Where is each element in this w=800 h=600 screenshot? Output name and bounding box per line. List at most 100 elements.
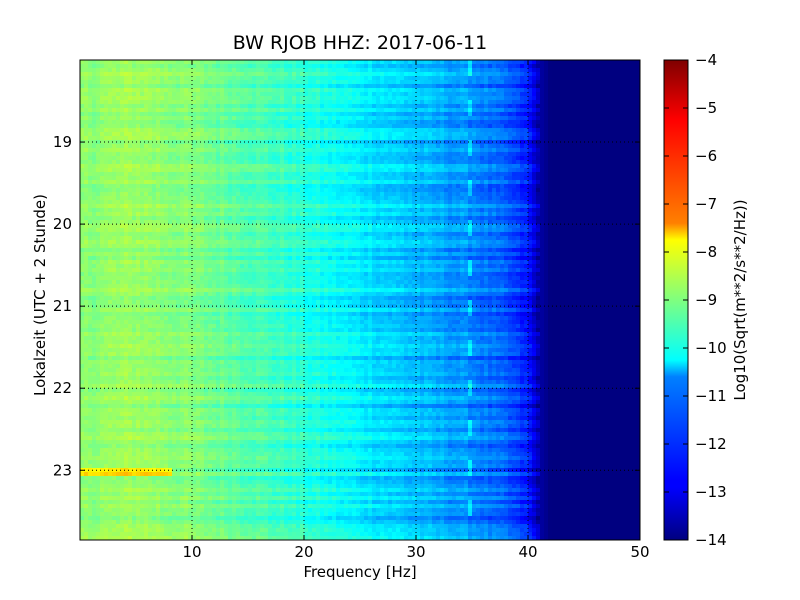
heatmap-cell bbox=[536, 140, 541, 145]
heatmap-cell bbox=[556, 168, 561, 173]
heatmap-cell bbox=[364, 168, 369, 173]
heatmap-cell bbox=[580, 112, 585, 117]
heatmap-cell bbox=[440, 88, 445, 93]
heatmap-cell bbox=[88, 68, 93, 73]
heatmap-cell bbox=[132, 140, 137, 145]
heatmap-cell bbox=[100, 68, 105, 73]
heatmap-cell bbox=[292, 156, 297, 161]
heatmap-cell bbox=[348, 168, 353, 173]
heatmap-cell bbox=[520, 156, 525, 161]
heatmap-cell bbox=[428, 168, 433, 173]
heatmap-cell bbox=[564, 72, 569, 77]
heatmap-cell bbox=[584, 116, 589, 121]
heatmap-cell bbox=[624, 104, 629, 109]
heatmap-cell bbox=[504, 184, 509, 189]
heatmap-cell bbox=[276, 144, 281, 149]
heatmap-cell bbox=[488, 60, 493, 65]
heatmap-cell bbox=[620, 80, 625, 85]
heatmap-cell bbox=[140, 84, 145, 89]
heatmap-cell bbox=[404, 76, 409, 81]
heatmap-cell bbox=[336, 172, 341, 177]
heatmap-cell bbox=[628, 68, 633, 73]
heatmap-cell bbox=[184, 188, 189, 193]
heatmap-cell bbox=[380, 68, 385, 73]
heatmap-cell bbox=[300, 72, 305, 77]
heatmap-cell bbox=[408, 164, 413, 169]
heatmap-cell bbox=[148, 184, 153, 189]
heatmap-cell bbox=[284, 80, 289, 85]
heatmap-cell bbox=[96, 156, 101, 161]
heatmap-cell bbox=[372, 136, 377, 141]
heatmap-cell bbox=[88, 112, 93, 117]
heatmap-cell bbox=[444, 100, 449, 105]
heatmap-cell bbox=[304, 168, 309, 173]
heatmap-cell bbox=[468, 108, 473, 113]
heatmap-cell bbox=[612, 60, 617, 65]
heatmap-cell bbox=[424, 196, 429, 201]
heatmap-cell bbox=[300, 148, 305, 153]
heatmap-cell bbox=[268, 184, 273, 189]
heatmap-cell bbox=[408, 172, 413, 177]
heatmap-cell bbox=[372, 68, 377, 73]
heatmap-cell bbox=[112, 160, 117, 165]
heatmap-cell bbox=[136, 80, 141, 85]
heatmap-cell bbox=[388, 68, 393, 73]
heatmap-cell bbox=[328, 136, 333, 141]
heatmap-cell bbox=[400, 144, 405, 149]
heatmap-cell bbox=[588, 120, 593, 125]
heatmap-cell bbox=[496, 108, 501, 113]
heatmap-cell bbox=[348, 148, 353, 153]
heatmap-cell bbox=[272, 144, 277, 149]
heatmap-cell bbox=[552, 192, 557, 197]
heatmap-cell bbox=[636, 84, 640, 89]
heatmap-cell bbox=[244, 144, 249, 149]
heatmap-cell bbox=[188, 76, 193, 81]
heatmap-cell bbox=[136, 88, 141, 93]
heatmap-cell bbox=[352, 92, 357, 97]
heatmap-cell bbox=[504, 116, 509, 121]
heatmap-cell bbox=[336, 196, 341, 201]
heatmap-cell bbox=[148, 120, 153, 125]
heatmap-cell bbox=[148, 112, 153, 117]
heatmap-cell bbox=[380, 128, 385, 133]
heatmap-cell bbox=[132, 200, 137, 205]
heatmap-cell bbox=[356, 80, 361, 85]
heatmap-cell bbox=[144, 184, 149, 189]
heatmap-cell bbox=[452, 108, 457, 113]
heatmap-cell bbox=[100, 72, 105, 77]
heatmap-cell bbox=[580, 140, 585, 145]
heatmap-cell bbox=[324, 60, 329, 65]
heatmap-cell bbox=[424, 92, 429, 97]
heatmap-cell bbox=[164, 168, 169, 173]
heatmap-cell bbox=[484, 160, 489, 165]
heatmap-cell bbox=[496, 120, 501, 125]
heatmap-cell bbox=[212, 140, 217, 145]
heatmap-cell bbox=[256, 72, 261, 77]
heatmap-cell bbox=[564, 80, 569, 85]
heatmap-cell bbox=[124, 152, 129, 157]
heatmap-cell bbox=[244, 156, 249, 161]
heatmap-cell bbox=[284, 112, 289, 117]
heatmap-cell bbox=[524, 144, 529, 149]
heatmap-cell bbox=[588, 180, 593, 185]
heatmap-cell bbox=[116, 144, 121, 149]
heatmap-cell bbox=[164, 120, 169, 125]
heatmap-cell bbox=[88, 156, 93, 161]
heatmap-cell bbox=[516, 164, 521, 169]
heatmap-cell bbox=[112, 92, 117, 97]
heatmap-cell bbox=[288, 132, 293, 137]
heatmap-cell bbox=[140, 176, 145, 181]
heatmap-cell bbox=[584, 120, 589, 125]
heatmap-cell bbox=[240, 104, 245, 109]
heatmap-cell bbox=[400, 96, 405, 101]
heatmap-cell bbox=[220, 92, 225, 97]
heatmap-cell bbox=[280, 84, 285, 89]
heatmap-cell bbox=[460, 180, 465, 185]
heatmap-cell bbox=[152, 116, 157, 121]
heatmap-cell bbox=[340, 72, 345, 77]
heatmap-cell bbox=[196, 92, 201, 97]
heatmap-cell bbox=[468, 116, 473, 121]
heatmap-cell bbox=[224, 132, 229, 137]
heatmap-cell bbox=[88, 144, 93, 149]
heatmap-cell bbox=[568, 140, 573, 145]
